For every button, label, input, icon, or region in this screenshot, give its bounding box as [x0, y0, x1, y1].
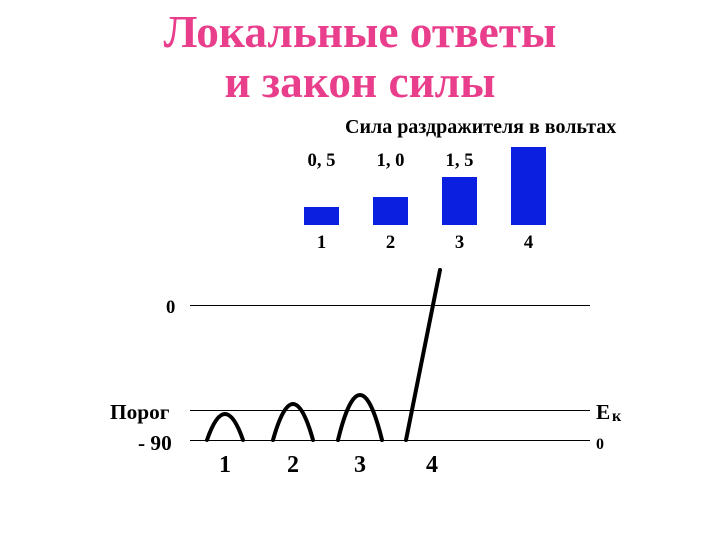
- wave-index-label: 2: [281, 452, 305, 479]
- wave-index-label: 3: [348, 452, 372, 479]
- slide-root: { "title": { "line1": "Локальные ответы"…: [0, 0, 720, 540]
- wave-index-label: 4: [420, 452, 444, 479]
- wave-index-label: 1: [213, 452, 237, 479]
